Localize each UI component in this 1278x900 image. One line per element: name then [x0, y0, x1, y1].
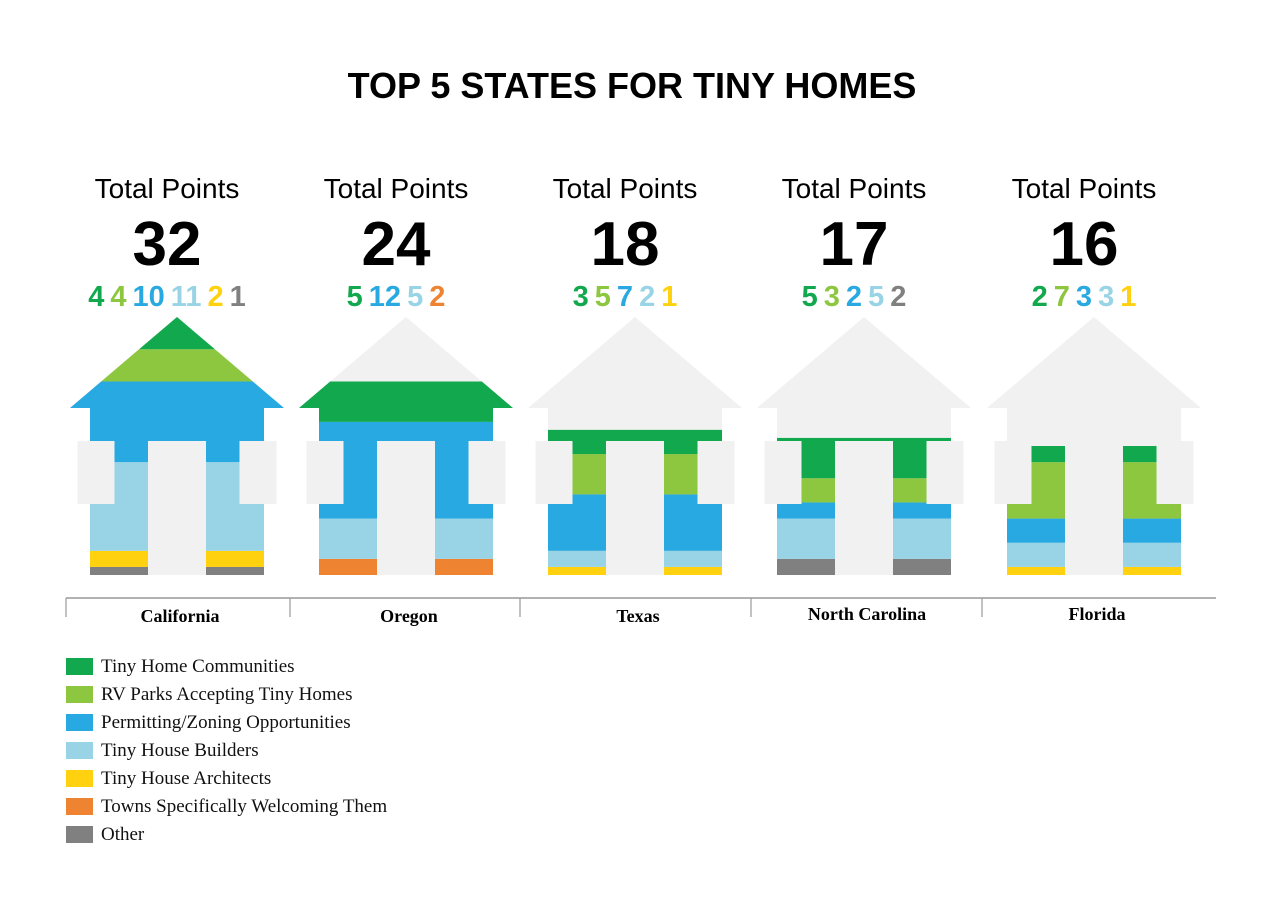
- window-right: [926, 441, 964, 504]
- breakdown-tiny-home-communities: 5: [347, 281, 363, 313]
- door: [148, 441, 206, 575]
- breakdown-permitting-zoning-opportunities: 10: [133, 281, 165, 313]
- total-points-value: 24: [362, 210, 431, 279]
- legend-label: RV Parks Accepting Tiny Homes: [101, 684, 352, 705]
- legend-label: Permitting/Zoning Opportunities: [101, 712, 351, 733]
- breakdown-values: 4 4 10 11 2 1: [88, 281, 246, 313]
- legend-label: Towns Specifically Welcoming Them: [101, 796, 387, 817]
- total-points-value: 18: [591, 210, 660, 279]
- window-right: [1156, 441, 1194, 504]
- segment-permitting-zoning-opportunities: [70, 381, 284, 463]
- breakdown-tiny-house-architects: 1: [1120, 281, 1136, 313]
- legend-item-tiny-house-builders: Tiny House Builders: [66, 740, 259, 761]
- breakdown-tiny-house-builders: 5: [868, 281, 884, 313]
- breakdown-other: 1: [230, 281, 246, 313]
- legend-swatch: [66, 658, 93, 675]
- breakdown-tiny-house-builders: 11: [171, 281, 202, 313]
- breakdown-permitting-zoning-opportunities: 7: [617, 281, 633, 313]
- chart-title: TOP 5 STATES FOR TINY HOMES: [348, 65, 917, 106]
- door: [606, 441, 664, 575]
- total-points-label: Total Points: [95, 173, 240, 204]
- door: [377, 441, 435, 575]
- legend-item-permitting-zoning-opportunities: Permitting/Zoning Opportunities: [66, 712, 351, 733]
- legend-item-tiny-house-architects: Tiny House Architects: [66, 768, 271, 789]
- breakdown-tiny-house-builders: 5: [407, 281, 423, 313]
- legend-swatch: [66, 798, 93, 815]
- legend-swatch: [66, 826, 93, 843]
- window-left: [306, 441, 344, 504]
- window-right: [697, 441, 735, 504]
- total-points-label: Total Points: [553, 173, 698, 204]
- state-label-florida: Florida: [1069, 604, 1126, 624]
- breakdown-tiny-home-communities: 2: [1032, 281, 1048, 313]
- breakdown-tiny-home-communities: 3: [573, 281, 589, 313]
- segment-tiny-home-communities: [299, 381, 513, 422]
- state-label-north-carolina: North Carolina: [808, 604, 926, 624]
- house-florida: Total Points 162 7 3 3 1 Florida: [987, 173, 1201, 624]
- segment-tiny-home-communities: [139, 317, 215, 350]
- legend-label: Tiny House Architects: [101, 768, 271, 789]
- breakdown-rv-parks-accepting-tiny-homes: 7: [1054, 281, 1070, 313]
- breakdown-tiny-home-communities: 5: [802, 281, 818, 313]
- segment-rv-parks-accepting-tiny-homes: [101, 349, 253, 382]
- window-left: [535, 441, 573, 504]
- door: [1065, 441, 1123, 575]
- legend-label: Tiny House Builders: [101, 740, 259, 761]
- total-points-value: 16: [1050, 210, 1119, 279]
- breakdown-permitting-zoning-opportunities: 2: [846, 281, 862, 313]
- legend-swatch: [66, 770, 93, 787]
- legend-swatch: [66, 686, 93, 703]
- window-right: [239, 441, 277, 504]
- breakdown-rv-parks-accepting-tiny-homes: 4: [110, 281, 126, 313]
- breakdown-permitting-zoning-opportunities: 3: [1076, 281, 1092, 313]
- total-points-value: 32: [133, 210, 202, 279]
- total-points-label: Total Points: [324, 173, 469, 204]
- legend-label: Other: [101, 824, 145, 845]
- total-points-value: 17: [820, 210, 889, 279]
- window-left: [994, 441, 1032, 504]
- state-label-texas: Texas: [616, 606, 659, 626]
- window-left: [77, 441, 115, 504]
- total-points-label: Total Points: [782, 173, 927, 204]
- state-label-california: California: [141, 606, 220, 626]
- window-right: [468, 441, 506, 504]
- breakdown-towns-specifically-welcoming-them: 2: [429, 281, 445, 313]
- legend-label: Tiny Home Communities: [101, 656, 295, 677]
- legend-item-other: Other: [66, 824, 145, 845]
- total-points-label: Total Points: [1012, 173, 1157, 204]
- door: [835, 441, 893, 575]
- breakdown-other: 2: [890, 281, 906, 313]
- breakdown-permitting-zoning-opportunities: 12: [369, 281, 401, 313]
- breakdown-rv-parks-accepting-tiny-homes: 5: [595, 281, 611, 313]
- state-label-oregon: Oregon: [380, 606, 438, 626]
- breakdown-tiny-house-architects: 2: [207, 281, 223, 313]
- breakdown-tiny-house-builders: 2: [639, 281, 655, 313]
- breakdown-values: 5 12 5 2: [347, 281, 446, 313]
- legend-item-rv-parks-accepting-tiny-homes: RV Parks Accepting Tiny Homes: [66, 684, 352, 705]
- legend-item-towns-specifically-welcoming-them: Towns Specifically Welcoming Them: [66, 796, 387, 817]
- breakdown-tiny-house-builders: 3: [1098, 281, 1114, 313]
- breakdown-tiny-house-architects: 1: [661, 281, 677, 313]
- house-texas: Total Points 183 5 7 2 1 Texas: [528, 173, 742, 626]
- legend-swatch: [66, 742, 93, 759]
- window-left: [764, 441, 802, 504]
- legend: Tiny Home Communities RV Parks Accepting …: [66, 656, 387, 845]
- x-axis: [65, 597, 1216, 617]
- breakdown-tiny-home-communities: 4: [88, 281, 104, 313]
- legend-item-tiny-home-communities: Tiny Home Communities: [66, 656, 295, 677]
- legend-swatch: [66, 714, 93, 731]
- breakdown-rv-parks-accepting-tiny-homes: 3: [824, 281, 840, 313]
